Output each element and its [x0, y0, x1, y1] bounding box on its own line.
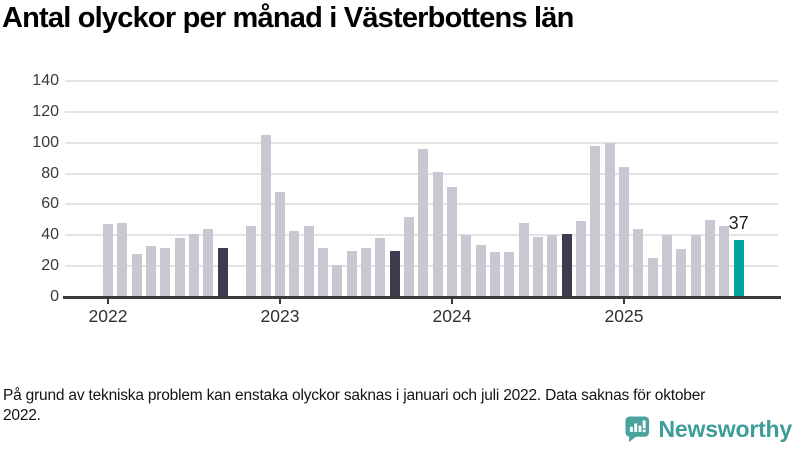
- bar-2024-04: [490, 252, 500, 297]
- bar-2023-02: [289, 231, 300, 297]
- x-axis-line: [63, 296, 781, 299]
- bar-2024-12: [604, 143, 615, 297]
- newsworthy-logo: Newsworthy: [624, 415, 792, 443]
- plot-area: 0 20 40 60 80 100 120 140 2022 2023 2024 2025 37: [32, 72, 781, 326]
- gridline: [65, 110, 778, 113]
- bar-2025-05: [676, 249, 687, 297]
- bar-2022-12: [260, 135, 271, 297]
- y-axis-tick-label: 100: [32, 133, 59, 151]
- bar-2025-08: [719, 226, 730, 297]
- bar-2022-07: [189, 234, 199, 297]
- bar-2023-11: [418, 149, 429, 297]
- bar-2022-06: [174, 238, 185, 297]
- y-axis-tick-label: 120: [32, 102, 59, 120]
- newsworthy-logo-text: Newsworthy: [658, 415, 793, 442]
- chart-title: Antal olyckor per månad i Västerbottens …: [2, 2, 574, 34]
- bar-2025-04: [662, 235, 672, 297]
- bar-2022-01: [103, 224, 113, 297]
- x-axis-year-label: 2025: [604, 306, 644, 326]
- x-axis-year-label: 2022: [88, 306, 128, 326]
- x-axis-year-label: 2023: [260, 306, 300, 326]
- bar-2025-06: [690, 235, 701, 297]
- x-axis-tick: [107, 299, 109, 304]
- bar-2022-11: [246, 226, 257, 297]
- bar-2023-06: [346, 251, 357, 297]
- bar-2023-05: [332, 265, 343, 297]
- bar-2022-09: [217, 248, 228, 297]
- bar-2024-07: [533, 237, 543, 297]
- bar-2022-02: [117, 223, 128, 297]
- bar-2025-02: [633, 229, 644, 297]
- bar-2023-01: [275, 192, 285, 297]
- bar-2025-01: [619, 167, 629, 297]
- bar-2023-03: [303, 226, 314, 297]
- bar-2024-01: [447, 187, 457, 297]
- bar-2022-05: [160, 248, 171, 297]
- bar-2023-08: [375, 238, 386, 297]
- x-axis-tick: [278, 299, 281, 304]
- bar-2024-10: [576, 221, 586, 297]
- gridline: [65, 141, 778, 144]
- y-axis-tick-label: 40: [41, 226, 59, 244]
- y-axis-tick-label: 80: [41, 164, 59, 182]
- footnote: På grund av tekniska problem kan enstaka…: [3, 386, 706, 424]
- y-axis-tick-label: 140: [32, 72, 59, 89]
- y-axis-tick-label: 60: [41, 195, 59, 213]
- bar-2023-10: [404, 217, 414, 297]
- gridline: [65, 80, 778, 82]
- x-axis-tick: [450, 299, 453, 304]
- bar-2022-03: [131, 254, 142, 297]
- newsworthy-logo-icon: [624, 415, 651, 443]
- bar-2024-08: [547, 235, 558, 297]
- bar-2024-05: [504, 252, 515, 297]
- bar-2022-04: [146, 246, 156, 297]
- bar-2025-07: [705, 220, 715, 297]
- bar-2024-09: [561, 234, 572, 297]
- x-axis-tick: [622, 299, 625, 304]
- y-axis-tick-label: 20: [41, 257, 59, 275]
- bar-2023-09: [389, 251, 400, 297]
- bar-2022-08: [203, 229, 214, 297]
- x-axis-year-label: 2024: [432, 306, 472, 326]
- bar-2023-07: [361, 248, 371, 297]
- bar-2024-02: [461, 235, 472, 297]
- bar-2025-03: [647, 258, 658, 297]
- bar-2024-03: [475, 245, 486, 297]
- bar-2023-04: [318, 248, 328, 297]
- bar-2025-09: [733, 240, 744, 297]
- current-value-label: 37: [728, 212, 749, 233]
- bar-2023-12: [432, 172, 443, 297]
- bar-2024-11: [590, 146, 601, 297]
- y-axis-tick-label: 0: [50, 288, 59, 305]
- bar-2024-06: [518, 223, 529, 297]
